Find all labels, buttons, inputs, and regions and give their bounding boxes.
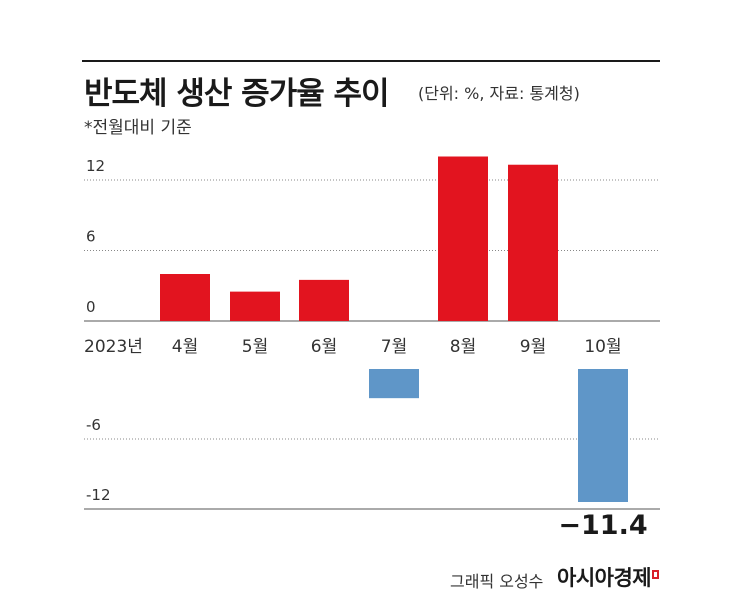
basis-note: *전월대비 기준 [84,118,192,138]
bar [438,156,488,321]
x-tick-label: 6월 [311,337,337,357]
x-tick-label: 7월 [381,337,407,357]
y-tick-label: 12 [86,157,105,175]
bar [508,164,558,321]
year-label: 2023년 [84,337,143,357]
bar [299,279,349,321]
brand-logo: 아시아경제 [557,566,652,590]
x-tick-label: 9월 [520,337,546,357]
y-tick-label: 6 [86,228,96,246]
y-tick-label: -12 [86,486,111,504]
bar [230,291,280,321]
chart-title: 반도체 생산 증가율 추이 [84,76,390,112]
bar [578,369,628,502]
y-tick-label: -6 [86,416,101,434]
unit-source-note: (단위: %, 자료: 통계청) [418,84,580,103]
x-tick-label: 5월 [242,337,268,357]
graphic-credit: 그래픽 오성수 [450,572,544,591]
bar [369,369,419,399]
bar [160,274,210,321]
title-rule [82,60,660,62]
data-label: −11.4 [558,510,647,541]
x-tick-label: 4월 [172,337,198,357]
y-tick-label: 0 [86,298,96,316]
brand-mark-icon [652,570,659,579]
x-tick-label: 8월 [450,337,476,357]
x-tick-label: 10월 [584,337,621,357]
